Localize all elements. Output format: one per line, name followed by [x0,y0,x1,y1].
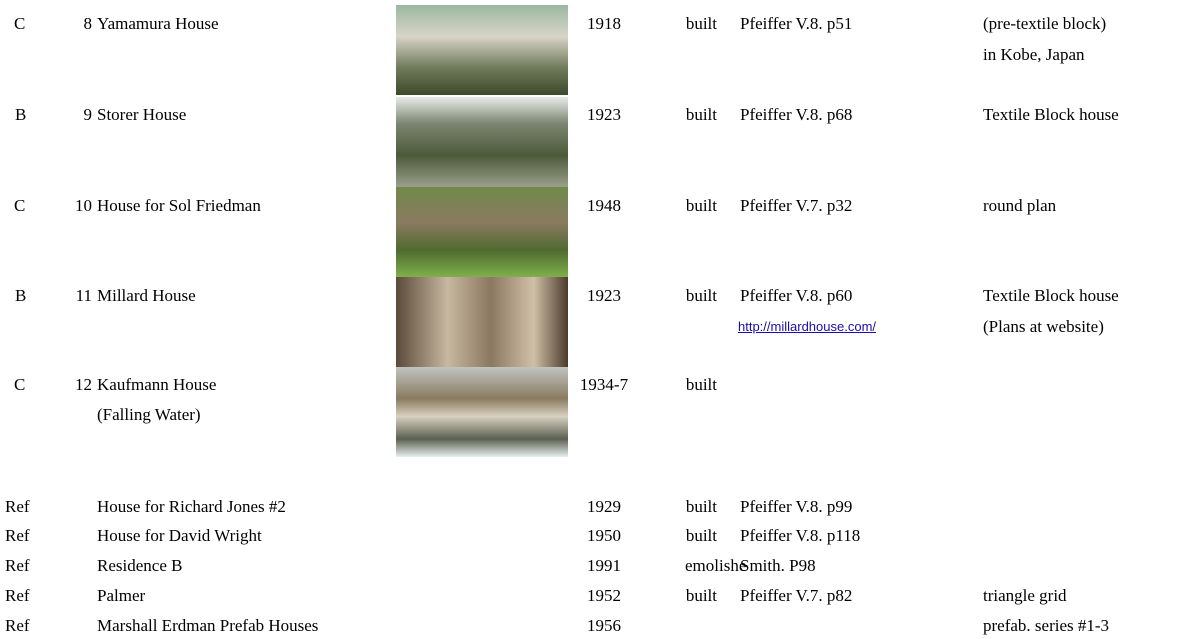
house-name: (Falling Water) [97,405,201,424]
grade: Ref [5,526,30,545]
note: (pre-textile block) [983,14,1107,33]
house-photo [396,97,568,187]
year: 1934-7 [579,375,629,394]
note: Textile Block house [983,105,1119,124]
year: 1991 [587,556,621,575]
house-name: House for Sol Friedman [97,196,261,215]
note: in Kobe, Japan [983,45,1085,64]
status: built [685,375,717,394]
house-photo [396,5,568,95]
item-number: 9 [83,105,93,124]
reference: Pfeiffer V.8. p68 [740,105,853,124]
note: prefab. series #1-3 [983,616,1110,635]
house-name: Kaufmann House [97,375,217,394]
grade: B [15,286,27,305]
status: built [685,196,717,215]
house-name: House for David Wright [97,526,262,545]
grade: B [15,105,27,124]
item-number: 10 [75,196,92,215]
house-photo [396,277,568,367]
status: built [685,105,717,124]
status: emolishe [685,556,747,575]
status: built [685,497,717,516]
reference: Pfeiffer V.7. p32 [740,196,853,215]
reference: Smith. P98 [740,556,816,575]
website-link[interactable]: http://millardhouse.com/ [738,319,877,334]
grade: C [14,14,26,33]
item-number: 12 [75,375,92,394]
house-name: Residence B [97,556,183,575]
reference: Pfeiffer V.8. p118 [740,526,861,545]
grade: C [14,375,26,394]
year: 1952 [587,586,621,605]
reference: Pfeiffer V.8. p99 [740,497,853,516]
year: 1918 [587,14,621,33]
status: built [685,14,717,33]
year: 1923 [587,286,621,305]
grade: Ref [5,556,30,575]
house-photo [396,367,568,457]
year: 1950 [587,526,621,545]
grade: Ref [5,497,30,516]
status: built [685,526,717,545]
note: triangle grid [983,586,1067,605]
house-name: Palmer [97,586,146,605]
note: round plan [983,196,1057,215]
house-name: Marshall Erdman Prefab Houses [97,616,319,635]
item-number: 8 [83,14,93,33]
grade: Ref [5,586,30,605]
note: Textile Block house [983,286,1119,305]
year: 1956 [587,616,621,635]
year: 1929 [587,497,621,516]
reference: Pfeiffer V.8. p60 [740,286,853,305]
status: built [685,286,717,305]
status: built [685,586,717,605]
house-name: Millard House [97,286,196,305]
year: 1948 [587,196,621,215]
house-name: Storer House [97,105,187,124]
reference: Pfeiffer V.7. p82 [740,586,853,605]
house-name: House for Richard Jones #2 [97,497,286,516]
grade: Ref [5,616,30,635]
grade: C [14,196,26,215]
item-number: 11 [75,286,92,305]
house-photo [396,187,568,277]
note: (Plans at website) [983,317,1104,336]
house-name: Yamamura House [97,14,219,33]
year: 1923 [587,105,621,124]
reference: Pfeiffer V.8. p51 [740,14,853,33]
